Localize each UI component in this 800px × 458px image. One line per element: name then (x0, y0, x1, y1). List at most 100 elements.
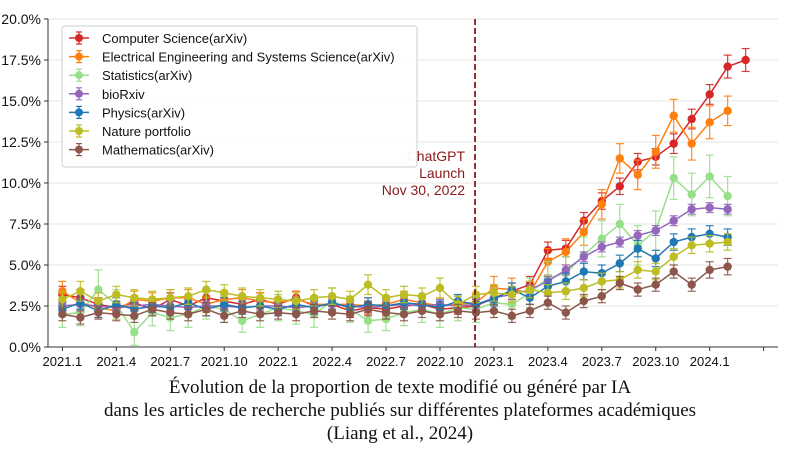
legend-marker (75, 127, 83, 135)
data-point (184, 291, 193, 301)
y-tick-label: 0.0% (9, 339, 41, 355)
caption-line-3: (Liang et al., 2024) (326, 423, 474, 444)
data-point (309, 306, 319, 316)
data-point (687, 280, 696, 289)
data-point (525, 306, 535, 316)
data-point (561, 247, 571, 257)
data-point (202, 285, 211, 294)
data-point (220, 288, 229, 298)
data-point (363, 280, 373, 289)
data-point (615, 182, 624, 191)
x-tick-label: 2021.4 (96, 354, 136, 369)
legend-label: Computer Science(arXiv) (102, 31, 247, 46)
data-point (381, 308, 391, 317)
data-point (561, 308, 571, 317)
data-point (669, 173, 678, 183)
annotation-text: Launch (419, 165, 465, 181)
data-point (255, 310, 265, 319)
legend-label: bioRxiv (102, 87, 145, 102)
x-tick-label: 2022.4 (312, 354, 352, 369)
data-point (561, 287, 571, 296)
x-tick-label: 2021.1 (43, 354, 83, 369)
data-point (237, 316, 247, 325)
legend-label: Nature portfolio (102, 124, 191, 139)
legend-marker (75, 108, 83, 117)
data-point (723, 62, 732, 71)
legend-label: Mathematics(arXiv) (102, 143, 214, 158)
data-point (669, 267, 678, 276)
series-line (62, 241, 728, 306)
data-point (202, 305, 211, 314)
data-point (166, 308, 175, 317)
data-point (327, 291, 337, 301)
data-point (723, 205, 732, 214)
data-point (291, 296, 301, 306)
data-point (94, 296, 103, 306)
data-point (273, 308, 283, 317)
legend-label: Statistics(arXiv) (102, 68, 192, 83)
data-point (705, 172, 714, 181)
x-tick-label: 2022.10 (416, 354, 463, 369)
series-line (62, 265, 728, 319)
data-point (723, 237, 732, 247)
data-point (669, 252, 678, 261)
x-tick-label: 2023.7 (582, 354, 622, 369)
x-tick-label: 2022.7 (366, 354, 406, 369)
data-point (543, 298, 553, 307)
y-tick-label: 7.5% (9, 216, 41, 232)
data-point (561, 265, 571, 275)
data-point (651, 147, 660, 157)
data-point (327, 308, 337, 317)
data-point (345, 310, 355, 319)
data-point (525, 285, 535, 294)
data-point (597, 200, 606, 209)
data-point (579, 252, 589, 261)
data-point (687, 139, 696, 148)
x-tick-label: 2022.1 (258, 354, 298, 369)
data-point (417, 306, 427, 316)
legend-marker (75, 52, 83, 61)
x-tick-label: 2021.10 (201, 354, 248, 369)
y-tick-label: 5.0% (9, 257, 41, 273)
annotation-text: Nov 30, 2022 (382, 182, 465, 198)
x-tick-label: 2021.7 (150, 354, 190, 369)
data-point (723, 191, 732, 201)
data-point (579, 228, 589, 237)
series-6 (58, 257, 732, 325)
data-point (579, 267, 589, 276)
data-point (220, 311, 229, 321)
data-point (651, 267, 660, 276)
data-point (705, 239, 714, 248)
data-point (148, 305, 157, 314)
data-point (184, 310, 193, 319)
data-point (597, 234, 606, 243)
data-point (633, 265, 642, 275)
data-point (363, 316, 373, 325)
y-tick-label: 2.5% (9, 298, 41, 314)
legend-label: Electrical Engineering and Systems Scien… (102, 50, 395, 65)
data-point (255, 293, 265, 302)
data-point (597, 291, 606, 301)
data-point (112, 310, 121, 319)
data-point (237, 306, 247, 316)
data-point (705, 265, 714, 275)
series-line (62, 175, 729, 334)
data-point (112, 290, 121, 299)
series-4 (58, 225, 732, 319)
data-point (94, 308, 103, 317)
data-point (130, 293, 139, 302)
data-point (148, 295, 157, 304)
data-point (435, 310, 445, 319)
data-point (453, 306, 463, 316)
series-5 (58, 233, 732, 314)
data-point (399, 290, 409, 299)
data-point (507, 290, 517, 299)
data-point (220, 300, 229, 309)
data-point (615, 259, 624, 268)
legend-marker (75, 145, 83, 154)
data-point (345, 295, 355, 304)
data-point (669, 237, 678, 247)
x-tick-label: 2023.4 (528, 354, 568, 369)
data-point (237, 291, 247, 301)
data-point (723, 262, 732, 271)
